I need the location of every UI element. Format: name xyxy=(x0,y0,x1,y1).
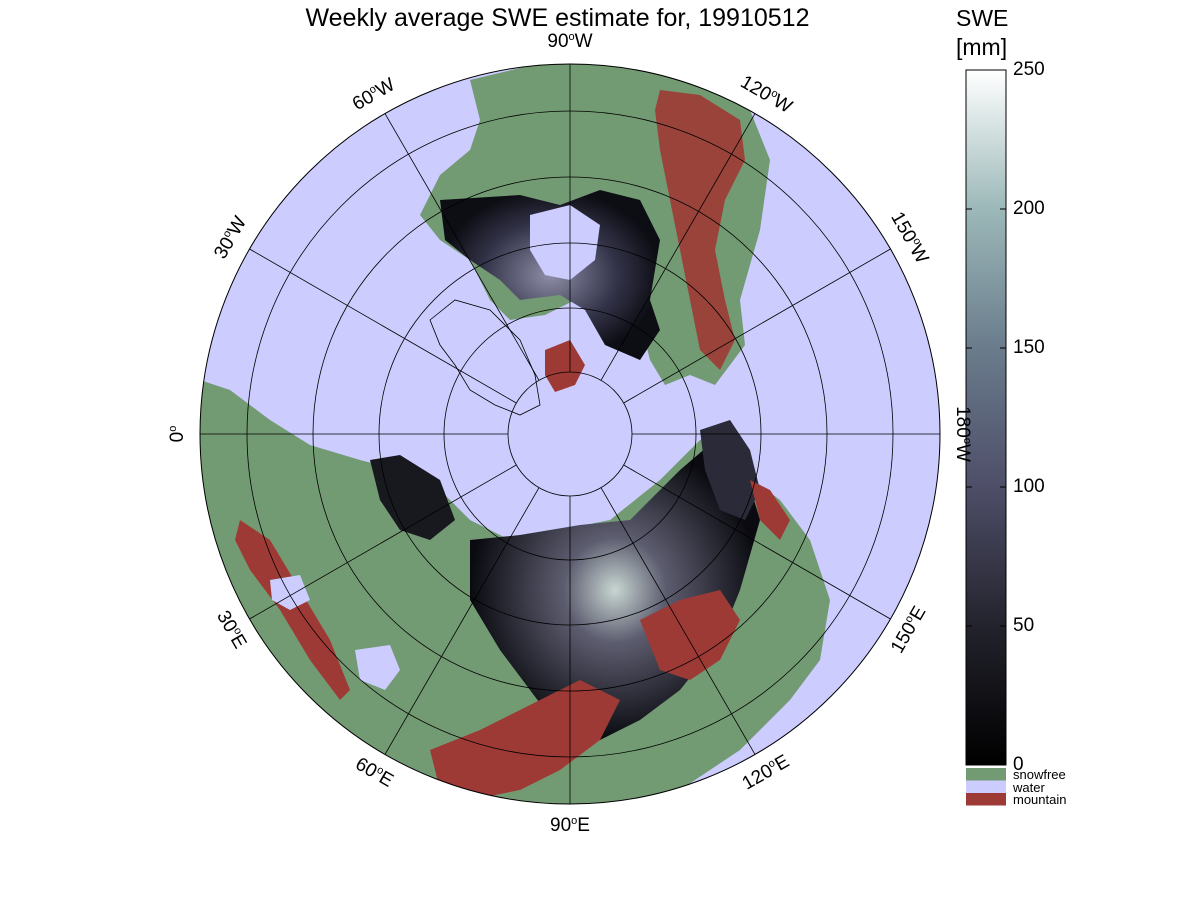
longitude-label: 90oW xyxy=(547,31,592,53)
legend-label-water: water xyxy=(1013,779,1045,795)
longitude-degrees: 180 xyxy=(951,406,973,438)
hudson-bay-water xyxy=(530,205,600,280)
swe-east-siberia xyxy=(700,420,760,520)
longitude-direction: E xyxy=(577,815,590,837)
degree-symbol: o xyxy=(571,814,578,827)
meridian-line xyxy=(600,487,756,755)
longitude-direction: W xyxy=(574,31,593,53)
legend-label-snowfree: snowfree xyxy=(1013,767,1066,782)
mountain-east-asia xyxy=(640,590,740,680)
legend-swatch-snowfree xyxy=(966,768,1006,781)
legend-swatch-mountain xyxy=(966,793,1006,806)
colorbar-tick-label: 0 xyxy=(1013,754,1024,775)
longitude-degrees: 90 xyxy=(547,31,569,53)
colorbar-title-line2: [mm] xyxy=(956,34,1008,60)
figure-title: Weekly average SWE estimate for, 1991051… xyxy=(305,4,810,32)
legend-swatch-water xyxy=(966,780,1006,793)
longitude-label: 0o xyxy=(167,426,189,443)
meridian-line xyxy=(623,248,891,404)
longitude-degrees: 90 xyxy=(550,815,572,837)
colorbar-title: SWE [mm] xyxy=(956,4,1008,62)
degree-symbol: o xyxy=(568,30,575,43)
colorbar-tick-label: 50 xyxy=(1013,615,1035,636)
longitude-degrees: 0 xyxy=(167,431,189,443)
meridian-line xyxy=(623,464,891,620)
legend-label-mountain: mountain xyxy=(1013,792,1067,807)
graticule xyxy=(199,63,941,805)
mountain-baffin xyxy=(545,340,585,392)
meridians xyxy=(200,64,940,804)
mountain-central-asia xyxy=(430,680,620,800)
degree-symbol: o xyxy=(166,425,179,432)
map-boundary xyxy=(199,63,941,805)
mountain-europe xyxy=(235,520,350,700)
longitude-label: 90oE xyxy=(550,815,590,837)
colorbar-tick-label: 150 xyxy=(1013,337,1045,358)
colorbar-gradient xyxy=(965,69,1007,766)
colorbar-tick-label: 250 xyxy=(1013,59,1045,80)
mountain-rockies xyxy=(655,90,745,370)
meridian-line xyxy=(249,464,517,620)
category-legend xyxy=(966,768,1006,806)
caspian-water xyxy=(355,645,400,690)
swe-scandinavia xyxy=(370,455,455,540)
colorbar-tick-label: 100 xyxy=(1013,476,1045,497)
landmass-greenland xyxy=(429,299,541,416)
meridian-line xyxy=(384,487,540,755)
longitude-direction: W xyxy=(951,443,973,462)
longitude-label: 180oW xyxy=(951,406,973,462)
colorbar-tick-label: 200 xyxy=(1013,198,1045,219)
mountain-kamchatka xyxy=(750,480,790,540)
colorbar-title-line1: SWE xyxy=(956,5,1009,31)
meridian-line xyxy=(600,113,756,381)
colorbar-ticks xyxy=(966,69,1006,766)
meridian-line xyxy=(384,113,540,381)
meridian-line xyxy=(249,248,517,404)
